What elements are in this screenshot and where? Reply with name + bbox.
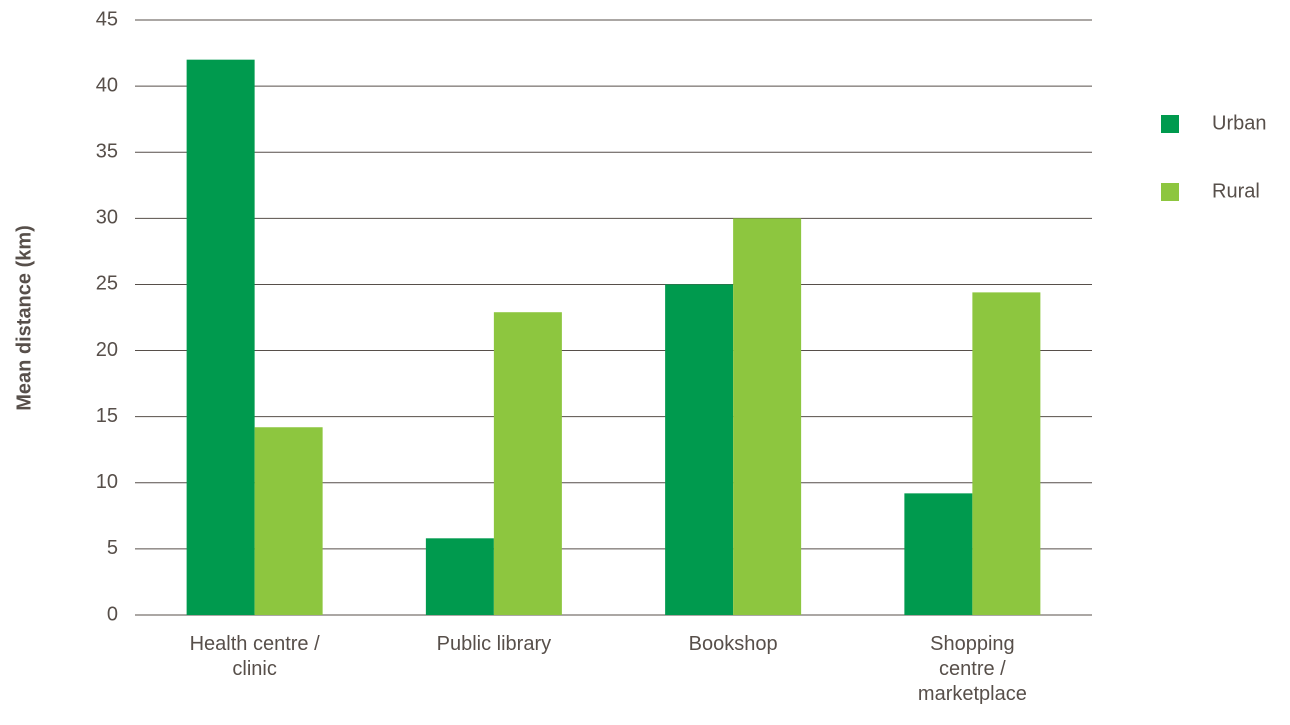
- y-tick-label: 0: [107, 603, 118, 625]
- y-tick-label: 15: [96, 405, 118, 427]
- y-tick-label: 30: [96, 207, 118, 229]
- y-tick-label: 10: [96, 471, 118, 493]
- bar: [904, 493, 973, 615]
- y-tick-label: 25: [96, 273, 118, 295]
- bar: [254, 427, 323, 615]
- x-tick-label: Health centre / clinic: [189, 633, 320, 680]
- legend-swatch: [1161, 115, 1179, 133]
- bar: [665, 284, 734, 615]
- legend-label: Rural: [1212, 180, 1260, 202]
- x-tick-label: Shopping centre / marketplace: [917, 633, 1027, 705]
- x-tick-label: Bookshop: [688, 633, 778, 655]
- y-tick-label: 20: [96, 339, 118, 361]
- bar: [425, 538, 494, 615]
- x-tick-label: Public library: [436, 633, 552, 655]
- y-axis-label: Mean distance (km): [13, 225, 35, 411]
- legend-swatch: [1161, 183, 1179, 201]
- bar: [186, 59, 255, 615]
- bar: [972, 292, 1041, 615]
- y-tick-label: 5: [107, 537, 118, 559]
- y-tick-label: 45: [96, 8, 118, 30]
- legend-label: Urban: [1212, 112, 1266, 134]
- bar: [493, 312, 562, 615]
- y-tick-label: 40: [96, 74, 118, 96]
- bar: [733, 218, 802, 616]
- y-tick-label: 35: [96, 141, 118, 163]
